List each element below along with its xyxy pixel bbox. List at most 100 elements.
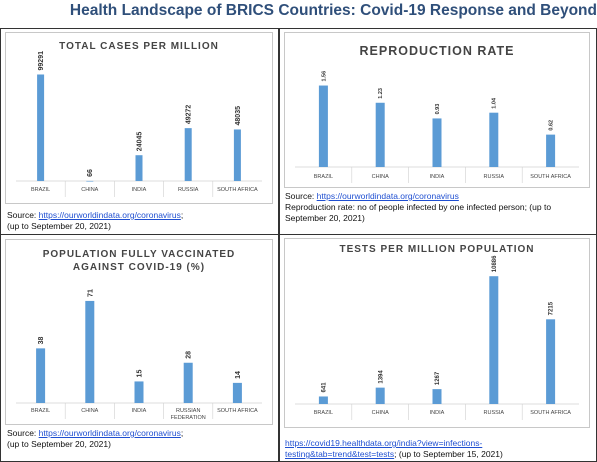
category-label: BRAZIL	[31, 408, 50, 414]
bar-south-africa	[232, 382, 242, 403]
source-prefix: Source:	[7, 428, 39, 438]
data-label: 71	[87, 289, 94, 297]
chart-title-fully-vaccinated: POPULATION FULLY VACCINATED AGAINST COVI…	[6, 248, 272, 274]
category-label: RUSSIA	[484, 410, 505, 416]
source-link[interactable]: https://ourworldindata.org/coronavirus	[38, 210, 181, 220]
chart-title-line-1: POPULATION FULLY VACCINATED	[42, 249, 236, 260]
bar-brazil	[36, 348, 46, 403]
bar-chart-reproduction-rate: 1.56 BRAZIL 1.23 CHINA 0.93 INDIA 1.04 RUSSIA 0.…	[295, 71, 579, 183]
source-suffix: ;	[180, 428, 184, 438]
bar-india	[432, 118, 442, 167]
bar-china	[86, 180, 94, 182]
source-note-total-cases: Source: https://ourworldindata.org/coron…	[7, 210, 275, 232]
panel-tests-per-million: TESTS PER MILLION POPULATION 641 BRAZIL 13…	[279, 234, 597, 462]
data-label: 99291	[38, 51, 45, 71]
chart-title-total-cases: TOTAL CASES PER MILLION	[6, 41, 272, 52]
date-note: (up to September 20, 2021)	[7, 439, 111, 449]
panel-total-cases: TOTAL CASES PER MILLION 99291 BRAZIL 66 CHI…	[0, 28, 279, 235]
bar-china	[375, 387, 385, 404]
category-label: INDIA	[430, 174, 445, 180]
data-label: 1.23	[378, 88, 384, 99]
chart-area-tests-per-million: TESTS PER MILLION POPULATION 641 BRAZIL 13…	[284, 238, 590, 428]
source-prefix: Source:	[7, 210, 39, 220]
source-suffix: ;	[180, 210, 184, 220]
data-label: 1394	[378, 370, 384, 384]
category-label: BRAZIL	[314, 174, 333, 180]
category-label: CHINA	[372, 410, 389, 416]
category-label: CHINA	[81, 408, 98, 414]
data-label: 1.04	[492, 97, 498, 109]
bar-chart-total-cases: 99291 BRAZIL 66 CHINA 24045 INDIA 49272 RUSSIA 4…	[16, 51, 262, 197]
bar-china	[375, 102, 385, 167]
data-label: 66	[87, 169, 94, 177]
bar-brazil	[37, 74, 45, 181]
data-label: 24045	[136, 132, 143, 152]
source-link-part-1[interactable]: https://covid19.healthdata.org/india?vie…	[285, 438, 483, 448]
data-label: 641	[322, 382, 328, 393]
data-label: 38	[38, 336, 45, 344]
category-label: RUSSIA	[178, 187, 199, 193]
data-label: 0.93	[435, 104, 441, 115]
data-label: 14	[235, 371, 242, 379]
chart-title-reproduction-rate: REPRODUCTION RATE	[285, 44, 589, 58]
chart-area-reproduction-rate: REPRODUCTION RATE 1.56 BRAZIL 1.23 CHINA 0.9…	[284, 32, 590, 188]
category-label: FEDERATION	[171, 415, 206, 421]
bar-russia	[489, 276, 499, 404]
category-label: RUSSIAN	[176, 408, 200, 414]
category-label: CHINA	[372, 174, 389, 180]
bar-south-africa	[546, 319, 556, 404]
bar-chart-tests-per-million: 641 BRAZIL 1394 CHINA 1267 INDIA 10886 RUSSIA 72…	[295, 255, 579, 420]
bar-brazil	[318, 396, 328, 404]
data-label: 1.56	[321, 71, 327, 82]
chart-title-text: REPRODUCTION RATE	[359, 44, 515, 58]
data-label: 15	[136, 370, 143, 378]
bar-russia	[184, 128, 192, 181]
source-note-fully-vaccinated: Source: https://ourworldindata.org/coron…	[7, 428, 275, 450]
bar-india	[135, 155, 143, 181]
category-label: SOUTH AFRICA	[217, 187, 258, 193]
data-label: 1267	[435, 371, 441, 385]
bar-south-africa	[546, 134, 556, 167]
chart-title-text: TESTS PER MILLION POPULATION	[339, 244, 535, 255]
bar-india	[432, 389, 442, 404]
source-note-reproduction-rate: Source: https://ourworldindata.org/coron…	[285, 191, 593, 224]
panel-reproduction-rate: REPRODUCTION RATE 1.56 BRAZIL 1.23 CHINA 0.9…	[279, 28, 597, 235]
chart-area-fully-vaccinated: POPULATION FULLY VACCINATED AGAINST COVI…	[5, 239, 273, 425]
page-title: Health Landscape of BRICS Countries: Cov…	[69, 2, 597, 19]
bar-india	[134, 381, 144, 403]
data-label: 10886	[492, 255, 498, 272]
date-note: (up to September 20, 2021)	[7, 221, 111, 231]
bar-chart-fully-vaccinated: 38 BRAZIL 71 CHINA 15 INDIA 28 RUSSIANFEDERATIO…	[16, 289, 262, 421]
data-label: 48035	[235, 106, 242, 126]
data-label: 49272	[186, 105, 193, 125]
source-link-part-2[interactable]: testing&tab=trend&test=tests	[285, 449, 395, 459]
bar-brazil	[318, 85, 328, 167]
data-label: 28	[186, 351, 193, 359]
bar-russian-federation	[183, 362, 193, 403]
bar-russia	[489, 112, 499, 167]
source-link[interactable]: https://ourworldindata.org/coronavirus	[38, 428, 181, 438]
chart-title-line-2: AGAINST COVID-19 (%)	[72, 262, 206, 273]
bar-south-africa	[233, 129, 241, 181]
data-label: 7215	[549, 301, 555, 315]
category-label: BRAZIL	[31, 187, 50, 193]
data-label: 0.62	[549, 120, 555, 131]
source-link[interactable]: https://ourworldindata.org/coronavirus	[316, 191, 459, 201]
date-note: ; (up to September 15, 2021)	[394, 449, 503, 459]
category-label: INDIA	[430, 410, 445, 416]
category-label: CHINA	[81, 187, 98, 193]
chart-title-text: TOTAL CASES PER MILLION	[59, 41, 219, 52]
category-label: SOUTH AFRICA	[217, 408, 258, 414]
source-note-tests-per-million: https://covid19.healthdata.org/india?vie…	[285, 438, 593, 460]
category-label: BRAZIL	[314, 410, 333, 416]
category-label: INDIA	[132, 187, 147, 193]
panel-fully-vaccinated: POPULATION FULLY VACCINATED AGAINST COVI…	[0, 234, 279, 462]
category-label: INDIA	[132, 408, 147, 414]
category-label: RUSSIA	[484, 174, 505, 180]
source-prefix: Source:	[285, 191, 317, 201]
bar-china	[85, 300, 95, 403]
definition-note: Reproduction rate: no of people infected…	[285, 202, 552, 223]
chart-title-tests-per-million: TESTS PER MILLION POPULATION	[285, 244, 589, 255]
category-label: SOUTH AFRICA	[530, 174, 571, 180]
category-label: SOUTH AFRICA	[530, 410, 571, 416]
